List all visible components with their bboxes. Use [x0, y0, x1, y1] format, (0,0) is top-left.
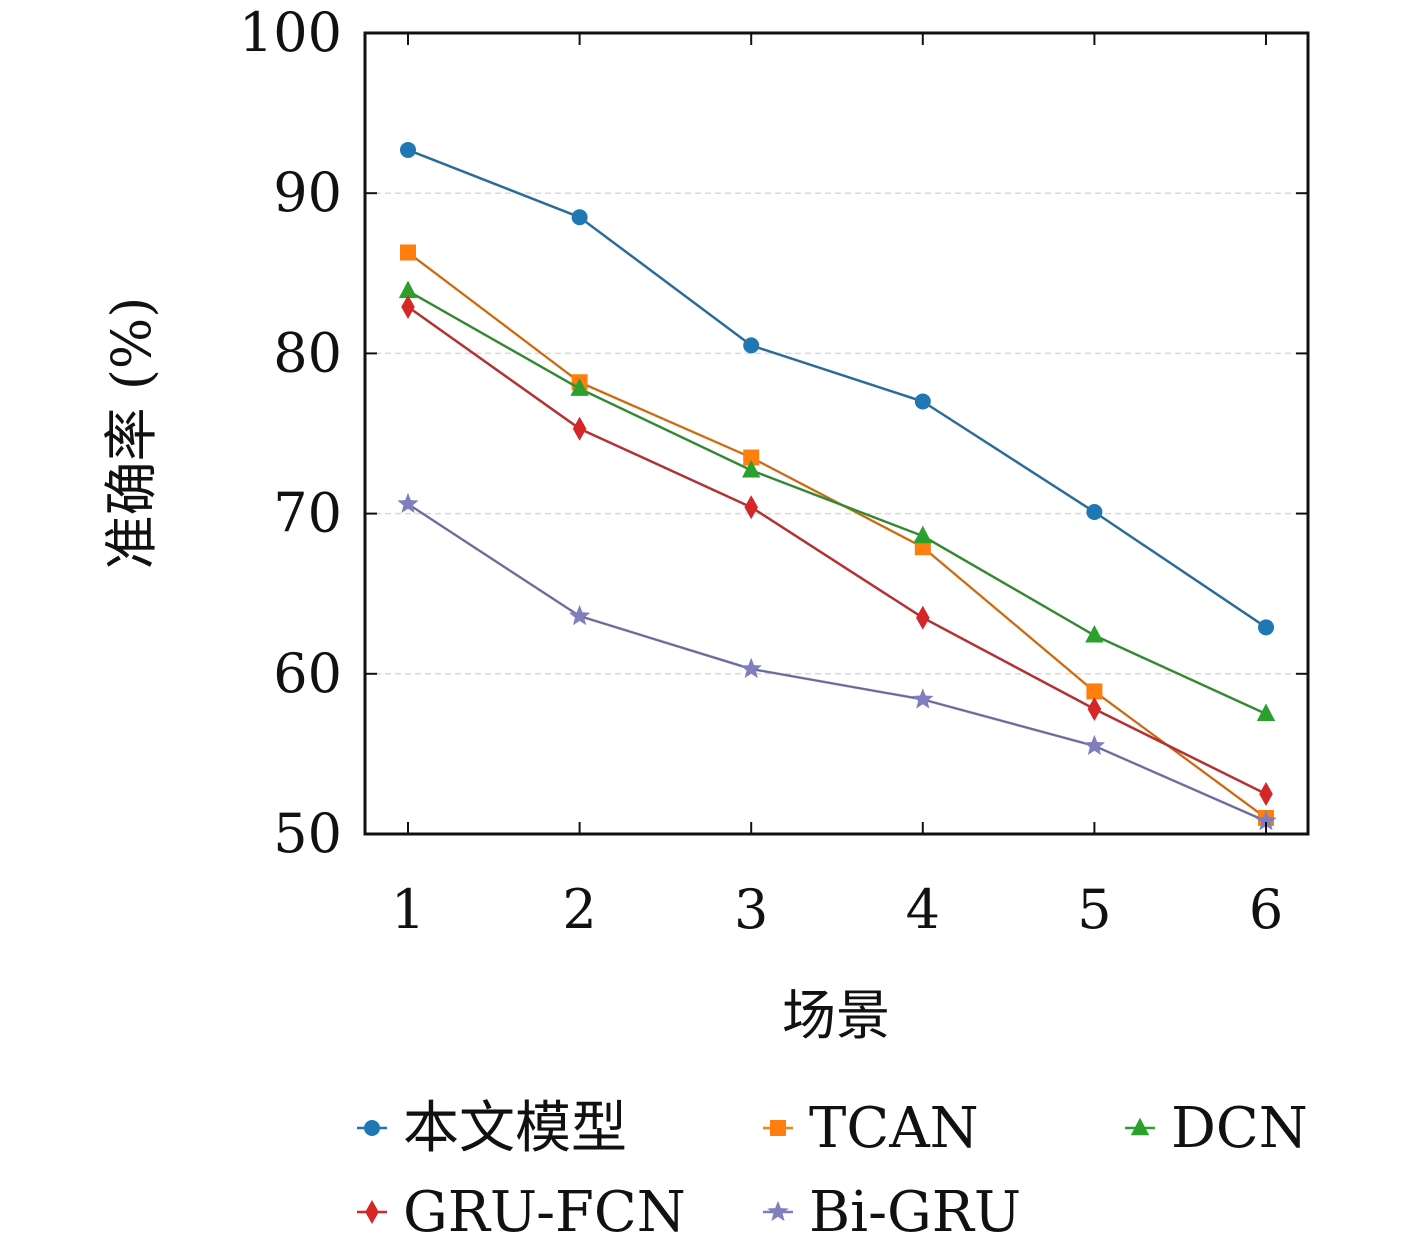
series-line-shade — [407, 306, 1267, 795]
legend-swatch-marker — [767, 1200, 789, 1222]
legend-entry: 本文模型 — [357, 1096, 627, 1161]
series-line-shade — [407, 503, 1267, 822]
series-DCN — [398, 280, 1276, 722]
y-tick-label: 70 — [273, 482, 342, 545]
x-axis-title: 场景 — [782, 984, 890, 1047]
series-line-shade — [407, 252, 1267, 819]
axis-ticks: 50 60 70 80 90 100 1 2 3 4 5 6 — [239, 1, 1308, 941]
y-tick-label: 80 — [273, 321, 342, 384]
y-tick-label: 60 — [273, 642, 342, 705]
data-point — [401, 294, 415, 319]
data-point — [1255, 810, 1277, 831]
y-tick-label: 90 — [273, 161, 342, 224]
legend-entry: TCAN — [763, 1096, 979, 1161]
legend-swatch-marker — [365, 1200, 379, 1224]
data-point — [914, 393, 931, 410]
series-Bi-GRU — [397, 492, 1277, 831]
legend-label: DCN — [1171, 1096, 1308, 1161]
legend-label: 本文模型 — [403, 1096, 627, 1161]
series-GRU-FCN — [401, 294, 1273, 806]
data-point — [1083, 734, 1106, 755]
x-tick-label: 3 — [734, 878, 768, 941]
data-point — [400, 141, 416, 158]
x-tick-label: 2 — [562, 878, 596, 941]
data-point — [568, 604, 591, 626]
data-point — [1259, 781, 1273, 806]
legend-label: TCAN — [809, 1096, 979, 1161]
legend-swatch-marker — [1130, 1117, 1150, 1136]
data-point — [914, 539, 931, 556]
y-tick-label: 50 — [273, 802, 342, 865]
legend-entry: DCN — [1125, 1096, 1308, 1161]
x-tick-label: 6 — [1249, 878, 1283, 941]
legend-label: Bi-GRU — [809, 1180, 1021, 1245]
data-point — [572, 416, 587, 441]
legend-swatch-marker — [770, 1120, 786, 1136]
data-point — [743, 449, 760, 466]
data-point — [913, 525, 932, 544]
series-line — [407, 251, 1267, 820]
data-point — [742, 459, 761, 478]
data-point — [1086, 683, 1103, 700]
data-point — [398, 280, 418, 299]
legend-label: GRU-FCN — [403, 1180, 686, 1245]
x-tick-label: 4 — [906, 878, 940, 941]
data-point — [740, 657, 762, 679]
series-line-shade — [407, 290, 1267, 715]
y-tick-label: 100 — [239, 1, 342, 64]
series-line — [407, 305, 1267, 796]
plot-frame — [363, 31, 1310, 836]
series-line — [407, 148, 1267, 629]
series-line-shade — [407, 149, 1267, 628]
data-point — [744, 495, 758, 520]
data-point — [570, 378, 589, 396]
series-lines — [397, 141, 1277, 831]
data-point — [1086, 503, 1103, 520]
series-TCAN — [400, 244, 1274, 826]
legend-entry: GRU-FCN — [357, 1180, 686, 1245]
x-tick-label: 5 — [1077, 878, 1111, 941]
data-point — [1256, 703, 1276, 722]
data-point — [912, 688, 934, 709]
series-本文模型 — [400, 141, 1274, 636]
series-line — [407, 502, 1267, 823]
data-point — [916, 605, 930, 630]
data-point — [400, 244, 416, 261]
gridlines — [365, 192, 1308, 675]
data-point — [1258, 619, 1274, 636]
y-axis-title: 准确率 (%) — [100, 297, 163, 570]
legend-swatch-marker — [364, 1120, 380, 1136]
data-point — [571, 209, 588, 226]
data-point — [397, 492, 419, 513]
series-line — [407, 289, 1267, 716]
data-point — [1087, 697, 1102, 722]
x-tick-label: 1 — [391, 878, 425, 941]
legend: 本文模型 TCAN DCN GRU-FCN Bi-GRU — [357, 1096, 1308, 1245]
data-point — [743, 337, 760, 354]
legend-entry: Bi-GRU — [763, 1180, 1021, 1245]
data-point — [1085, 624, 1104, 643]
